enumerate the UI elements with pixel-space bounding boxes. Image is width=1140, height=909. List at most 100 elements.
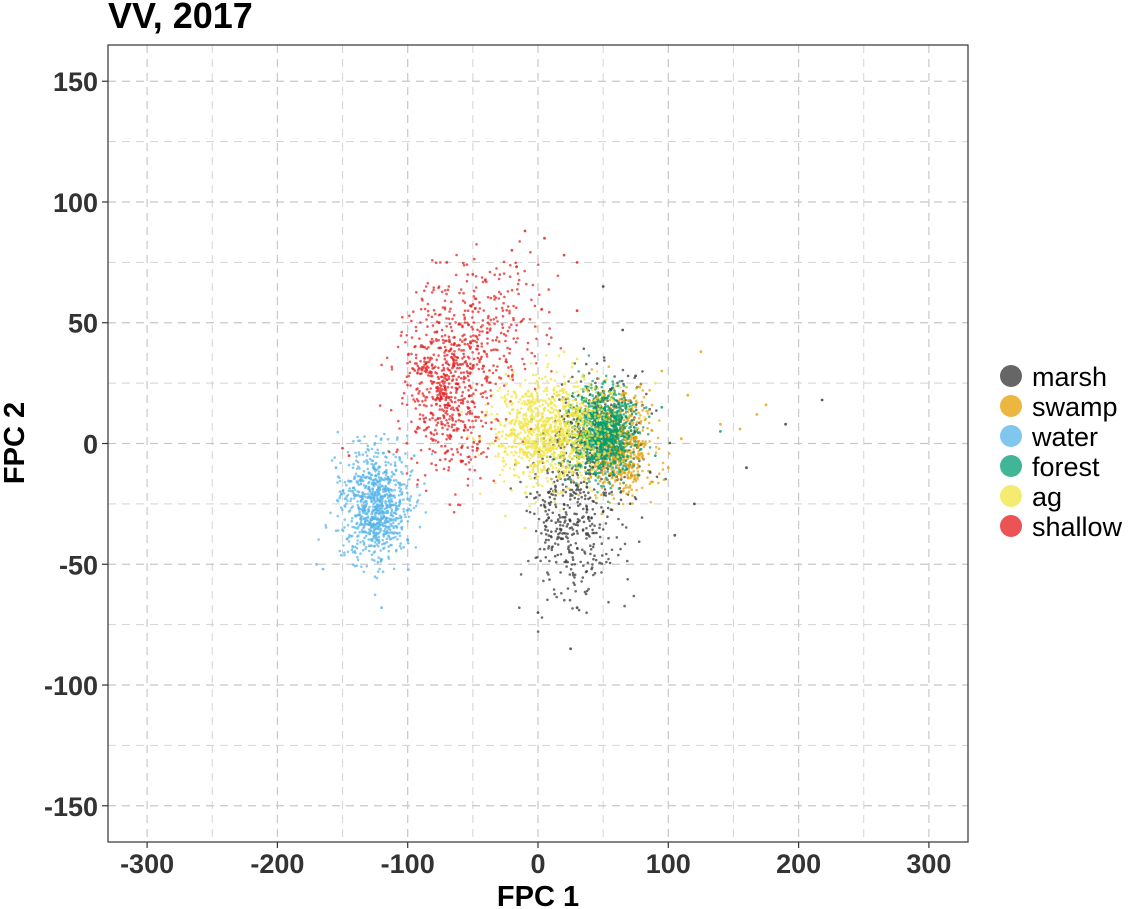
point-water: [351, 563, 355, 566]
point-shallow: [423, 356, 426, 360]
point-water: [343, 526, 346, 529]
point-marsh: [547, 516, 550, 520]
point-forest: [618, 442, 622, 446]
point-shallow: [466, 428, 470, 432]
point-ag: [593, 416, 597, 419]
point-marsh: [601, 528, 605, 531]
point-shallow: [440, 369, 444, 372]
point-water: [352, 497, 356, 500]
point-marsh: [604, 494, 608, 497]
point-ag: [527, 445, 530, 449]
point-water: [379, 495, 383, 499]
point-ag: [497, 455, 500, 458]
point-marsh: [587, 491, 590, 495]
point-swamp: [639, 419, 643, 423]
point-water: [356, 556, 359, 559]
point-shallow: [396, 448, 399, 452]
point-forest: [606, 463, 610, 467]
point-shallow: [471, 445, 474, 449]
point-water: [376, 468, 379, 472]
point-swamp: [666, 466, 670, 470]
point-marsh: [547, 501, 551, 505]
point-forest: [579, 449, 582, 452]
point-ag: [575, 439, 578, 442]
point-marsh: [619, 478, 623, 481]
point-ag: [528, 470, 531, 474]
point-ag: [581, 452, 585, 455]
point-ag: [541, 415, 544, 418]
point-shallow: [442, 394, 446, 398]
point-shallow: [405, 334, 409, 337]
point-water: [382, 529, 386, 533]
point-ag: [533, 428, 537, 431]
point-forest: [620, 397, 624, 401]
point-shallow: [406, 383, 409, 387]
point-ag: [653, 381, 657, 385]
point-swamp: [614, 464, 618, 467]
point-swamp: [600, 512, 603, 516]
point-shallow: [456, 356, 460, 360]
point-ag: [578, 456, 582, 459]
point-water: [361, 530, 365, 534]
point-ag: [535, 437, 538, 441]
point-shallow: [451, 378, 455, 381]
point-marsh: [608, 492, 611, 495]
point-marsh: [594, 558, 598, 562]
point-marsh: [577, 504, 580, 508]
point-swamp: [631, 480, 635, 484]
point-swamp: [699, 350, 703, 354]
point-shallow: [405, 441, 409, 445]
point-forest: [591, 379, 594, 383]
point-marsh: [583, 497, 587, 501]
point-shallow: [472, 334, 475, 337]
point-ag: [523, 526, 527, 530]
point-ag: [595, 461, 599, 464]
point-marsh: [574, 542, 578, 545]
point-water: [373, 493, 376, 497]
point-marsh: [623, 542, 627, 546]
point-ag: [526, 389, 530, 393]
point-swamp: [627, 490, 631, 494]
point-forest: [620, 453, 624, 457]
point-swamp: [719, 422, 722, 426]
point-swamp: [629, 442, 633, 446]
point-ag: [517, 422, 521, 426]
point-ag: [521, 422, 525, 426]
point-shallow: [406, 361, 409, 365]
point-swamp: [636, 475, 639, 479]
point-ag: [589, 423, 592, 427]
point-marsh: [606, 506, 610, 510]
point-shallow: [439, 375, 443, 379]
point-ag: [588, 486, 592, 489]
point-water: [386, 509, 390, 513]
point-ag: [534, 382, 538, 385]
point-shallow: [432, 308, 436, 312]
point-shallow: [469, 386, 473, 390]
point-water: [377, 465, 381, 469]
point-ag: [575, 466, 578, 470]
point-shallow: [400, 330, 404, 334]
point-marsh: [547, 508, 551, 512]
point-forest: [604, 434, 607, 437]
point-water: [377, 470, 381, 474]
point-forest: [619, 418, 623, 421]
point-marsh: [587, 587, 590, 591]
point-water: [338, 476, 341, 480]
point-shallow: [455, 362, 459, 365]
point-shallow: [459, 377, 463, 380]
point-marsh: [585, 537, 588, 540]
point-ag: [581, 418, 584, 422]
point-water: [373, 482, 377, 486]
point-marsh: [617, 517, 620, 521]
point-marsh: [538, 547, 542, 551]
point-shallow: [459, 398, 462, 402]
point-swamp: [594, 494, 597, 497]
point-shallow: [442, 341, 445, 345]
point-swamp: [614, 480, 617, 483]
point-shallow: [427, 313, 430, 317]
point-ag: [514, 435, 517, 438]
point-ag: [575, 380, 578, 383]
point-marsh: [571, 607, 574, 610]
point-ag: [501, 430, 504, 433]
point-shallow: [472, 392, 475, 396]
